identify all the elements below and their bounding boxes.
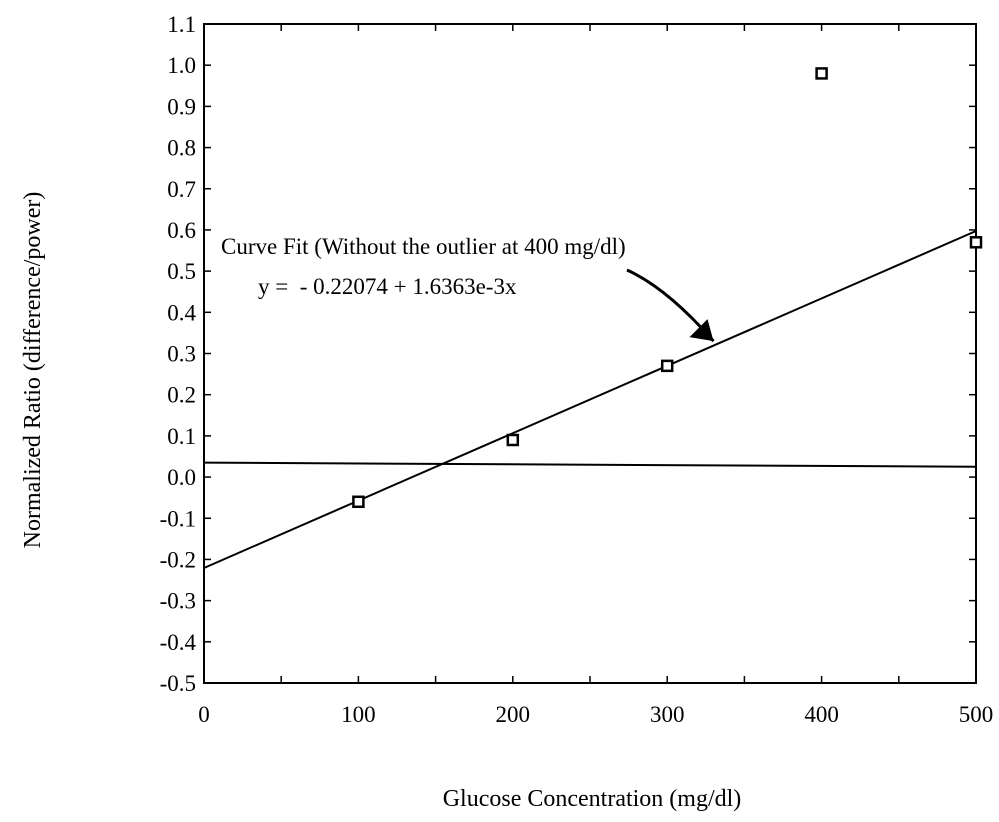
y-tick-label: 0.8 <box>167 136 196 161</box>
x-tick-label: 500 <box>959 702 994 727</box>
annotation-group: Curve Fit (Without the outlier at 400 mg… <box>221 234 715 343</box>
y-tick-label: 1.1 <box>167 12 196 37</box>
y-tick-label: 0.3 <box>167 342 196 367</box>
data-point <box>352 495 365 509</box>
plot-border <box>203 23 977 684</box>
curve-fit-label: Curve Fit (Without the outlier at 400 mg… <box>221 234 626 259</box>
y-tick-label: 1.0 <box>167 53 196 78</box>
y-tick-label: 0.4 <box>167 300 196 325</box>
x-axis: 0 100 200 300 400 500 <box>198 24 993 727</box>
fit-equation-label: y = - 0.22074 + 1.6363e-3x <box>258 274 517 299</box>
y-tick-label: 0.9 <box>167 94 196 119</box>
x-tick-label: 400 <box>804 702 839 727</box>
y-tick-label: 0.0 <box>167 465 196 490</box>
data-point <box>506 433 520 447</box>
y-tick-label: -0.3 <box>160 589 196 614</box>
data-point <box>815 67 828 80</box>
y-tick-label: -0.5 <box>160 671 196 696</box>
x-axis-title: Glucose Concentration (mg/dl) <box>443 786 742 812</box>
y-tick-label: -0.2 <box>160 547 196 572</box>
baseline-line <box>203 461 977 468</box>
y-axis: -0.5 -0.4 -0.3 -0.2 -0.1 0.0 0.1 0.2 0.3 0.4 0.5 0.… <box>160 12 976 696</box>
y-axis-title: Normalized Ratio (difference/power) <box>20 192 46 549</box>
y-tick-label: 0.5 <box>167 259 196 284</box>
y-tick-label: 0.2 <box>167 383 196 408</box>
chart-lines <box>203 230 977 569</box>
x-tick-label: 300 <box>650 702 685 727</box>
x-tick-label: 0 <box>198 702 210 727</box>
plot-area <box>203 23 977 684</box>
y-tick-label: 0.6 <box>167 218 196 243</box>
x-tick-label: 200 <box>496 702 531 727</box>
y-tick-label: -0.1 <box>160 506 196 531</box>
arrowhead-icon <box>689 319 714 342</box>
fit-line <box>203 230 977 569</box>
data-points <box>352 67 983 509</box>
data-point <box>660 359 674 373</box>
y-tick-label: -0.4 <box>160 630 197 655</box>
x-tick-label: 100 <box>341 702 376 727</box>
y-tick-label: 0.1 <box>167 424 196 449</box>
data-point <box>969 236 983 249</box>
y-tick-label: 0.7 <box>167 177 196 202</box>
